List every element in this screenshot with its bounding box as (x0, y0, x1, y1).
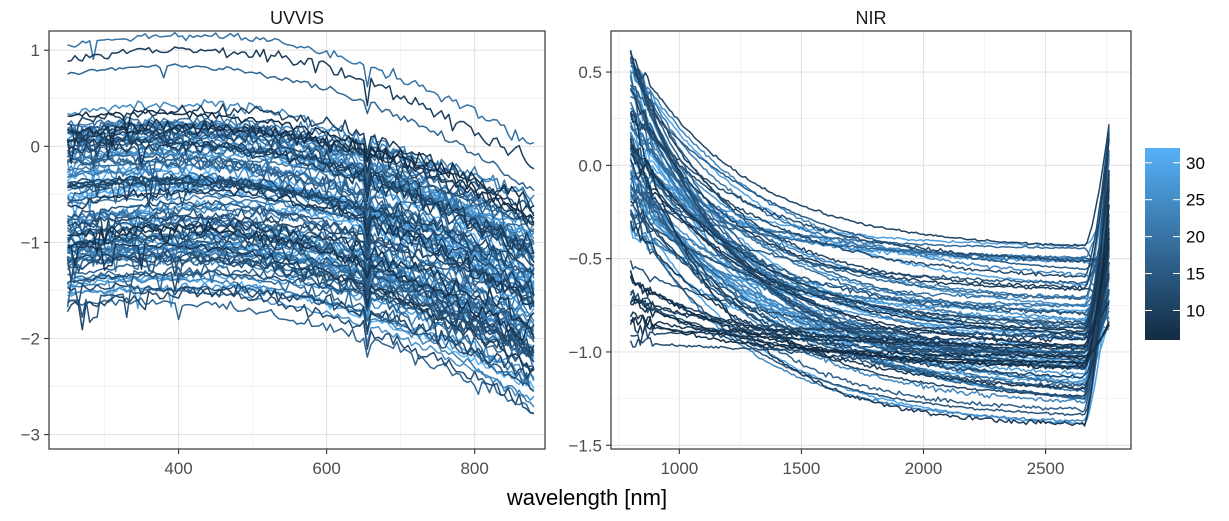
x-tick-label: 2000 (905, 459, 943, 478)
spectrum-line (629, 137, 1110, 341)
colorbar-tick-label: 10 (1186, 301, 1205, 320)
spectrum-line (629, 159, 1110, 336)
spectrum-line (629, 52, 1110, 247)
axis-ticks-uvvis: 400 600 800 1 0 −1 −2 −3 (21, 41, 489, 478)
strip-label-uvvis: UVVIS (270, 8, 324, 28)
spectrum-line (629, 57, 1110, 320)
y-tick-label: 0.0 (578, 156, 602, 175)
spectrum-line (629, 59, 1110, 264)
spectrum-line (629, 152, 1110, 347)
x-tick-label: 2500 (1027, 459, 1065, 478)
spectrum-line (629, 204, 1110, 371)
spectrum-line (67, 155, 535, 285)
spectrum-line (67, 297, 535, 415)
y-tick-label: 0.5 (578, 63, 602, 82)
spectrum-line (630, 314, 1110, 359)
y-tick-label: −1.5 (568, 436, 602, 455)
spectra-lines-nir (629, 49, 1110, 427)
spectrum-line (629, 88, 1110, 292)
spectrum-line (67, 230, 535, 322)
x-tick-label: 1000 (660, 459, 698, 478)
colorbar-tick-label: 30 (1186, 154, 1205, 173)
spectrum-line (629, 111, 1110, 278)
spectrum-line (630, 228, 1110, 364)
colorbar-ticks: 10 15 20 25 30 (1145, 154, 1205, 320)
y-tick-label: 1 (31, 41, 40, 60)
spectrum-line (630, 245, 1110, 350)
y-tick-label: −3 (21, 426, 40, 445)
panel-border-uvvis (48, 30, 546, 450)
spectrum-line (629, 133, 1110, 398)
colorbar (1145, 148, 1180, 340)
spectrum-line (629, 144, 1110, 333)
spectrum-line (67, 63, 535, 192)
spectrum-line (66, 249, 535, 357)
spectrum-line (66, 233, 535, 357)
spectrum-line (66, 207, 535, 307)
strip-uvvis (49, 5, 545, 29)
strip-label-nir: NIR (856, 8, 887, 28)
colorbar-tick-label: 15 (1186, 265, 1205, 284)
x-tick-label: 600 (312, 459, 340, 478)
y-tick-label: 0 (31, 137, 40, 156)
spectrum-line (67, 186, 535, 306)
spectrum-line (67, 31, 535, 145)
spectrum-line (67, 141, 535, 224)
spectrum-line (630, 110, 1110, 263)
spectrum-line (629, 125, 1110, 301)
spectrum-line (629, 174, 1110, 335)
spectrum-line (67, 213, 535, 297)
spectrum-line (66, 139, 535, 254)
spectrum-line (629, 209, 1110, 417)
spectrum-line (629, 220, 1110, 391)
spectrum-line (67, 228, 535, 354)
spectrum-line (66, 198, 535, 307)
spectrum-line (629, 113, 1110, 427)
spectrum-line (67, 223, 535, 341)
y-tick-label: −2 (21, 329, 40, 348)
y-tick-label: −0.5 (568, 250, 602, 269)
spectrum-line (629, 238, 1110, 347)
spectrum-line (67, 118, 535, 210)
strip-nir (611, 5, 1131, 29)
x-tick-label: 1500 (783, 459, 821, 478)
spectrum-line (67, 109, 535, 224)
spectrum-line (629, 158, 1110, 404)
spectrum-line (67, 133, 535, 263)
panel-border-nir (610, 30, 1132, 450)
spectrum-line (67, 46, 535, 170)
x-axis-title: wavelength [nm] (506, 485, 667, 510)
spectrum-line (67, 103, 535, 217)
colorbar-tick-label: 25 (1186, 191, 1205, 210)
spectrum-line (67, 282, 534, 414)
spectrum-line (67, 287, 535, 401)
y-tick-label: −1.0 (568, 343, 602, 362)
spectrum-line (66, 266, 535, 393)
spectrum-line (630, 61, 1110, 307)
spectrum-line (67, 247, 535, 335)
spectra-lines-uvvis (66, 31, 535, 415)
spectrum-line (66, 282, 535, 380)
spectrum-line (67, 221, 535, 358)
spectrum-line (629, 191, 1110, 308)
spectrum-line (67, 219, 535, 327)
spectrum-line (629, 84, 1110, 271)
y-tick-label: −1 (21, 233, 40, 252)
spectrum-line (66, 275, 535, 390)
spectrum-line (67, 168, 535, 292)
spectrum-line (67, 241, 535, 374)
colorbar-tick-label: 20 (1186, 228, 1205, 247)
axis-ticks-nir: 1000 1500 2000 2500 0.5 0.0 −0.5 −1.0 −1.5 (568, 63, 1064, 478)
x-tick-label: 800 (460, 459, 488, 478)
spectrum-line (66, 199, 535, 294)
spectrum-line (66, 263, 534, 369)
spectrum-line (67, 209, 535, 317)
x-tick-label: 400 (164, 459, 192, 478)
spectrum-line (67, 173, 535, 296)
spectrum-line (67, 179, 535, 267)
